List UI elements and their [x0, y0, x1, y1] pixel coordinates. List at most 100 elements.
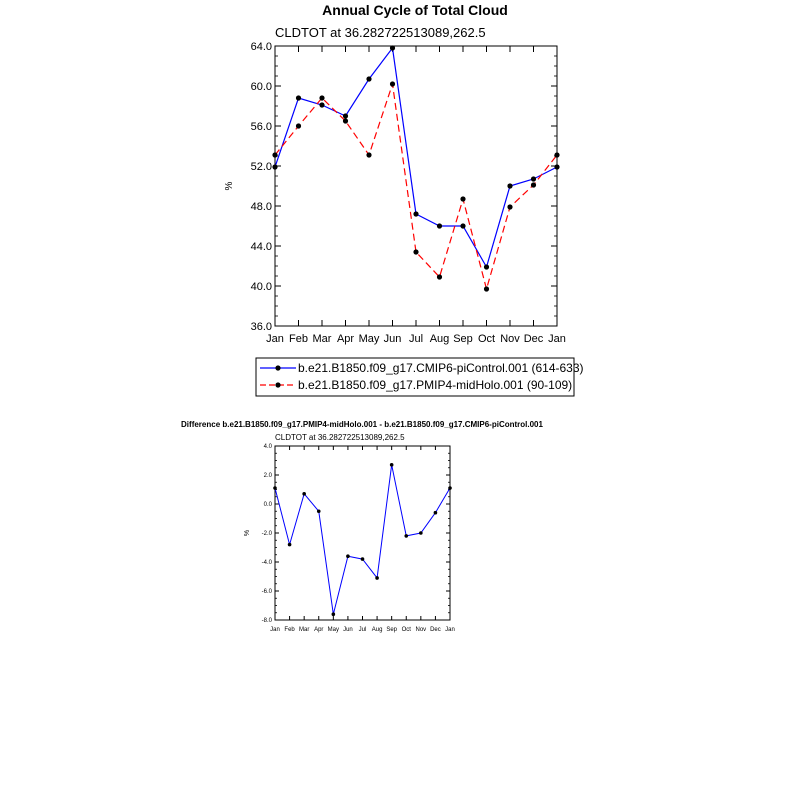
- main-chart-ylabel: %: [224, 181, 235, 190]
- main-chart-series-0-point: [483, 264, 490, 270]
- diff-chart-xtick-label: Apr: [314, 627, 323, 633]
- main-chart-series-1-point: [366, 152, 372, 158]
- diff-chart-ytick-label: 2.0: [264, 473, 273, 479]
- diff-chart-series-0-point: [302, 492, 306, 496]
- legend-box: [255, 357, 575, 397]
- diff-chart-ytick-label: -4.0: [262, 560, 273, 566]
- main-chart-series-1-point: [436, 274, 443, 280]
- diff-chart-ytick-label: -6.0: [262, 589, 273, 595]
- main-chart-series-0-point: [342, 113, 349, 119]
- main-chart-xtick-label: Aug: [430, 333, 450, 345]
- main-chart-ytick-label: 60.0: [251, 81, 272, 93]
- diff-chart-series-0-point: [448, 486, 452, 490]
- diff-chart-subtitle: CLDTOT at 36.282722513089,262.5: [275, 433, 405, 442]
- main-chart-xtick-label: Mar: [313, 333, 332, 345]
- legend: b.e21.B1850.f09_g17.CMIP6-piControl.001 …: [255, 357, 584, 397]
- main-chart-series-0-point: [554, 164, 560, 170]
- diff-chart-series-0-point: [346, 554, 350, 558]
- diff-chart-ylabel: %: [244, 530, 251, 536]
- diff-chart-ytick-label: -8.0: [262, 618, 273, 624]
- diff-chart-xtick-label: Sep: [386, 627, 397, 633]
- main-chart-series-1-point: [272, 152, 278, 158]
- diff-chart-frame: [274, 445, 451, 621]
- main-chart-series-1-point: [413, 249, 419, 255]
- diff-chart-series-0-point: [389, 463, 394, 467]
- diff-chart-ytick-label: -2.0: [262, 531, 273, 537]
- main-chart-series-1-point: [460, 196, 466, 202]
- diff-chart-xtick-label: Feb: [284, 627, 295, 633]
- main-chart-ytick-label: 56.0: [251, 121, 272, 133]
- main-chart-xtick-label: Dec: [524, 333, 544, 345]
- main-chart-series-1-point: [389, 81, 396, 87]
- diff-chart-series-0-point: [316, 509, 321, 514]
- diff-chart-series-0-point: [287, 542, 292, 547]
- main-chart-series-0-point: [295, 95, 302, 101]
- diff-chart-xtick-label: Jan: [445, 627, 455, 633]
- diff-chart-xtick-label: Mar: [299, 627, 309, 633]
- diff-chart-xtick-label: Dec: [430, 627, 441, 633]
- main-chart-series-1-point: [342, 118, 349, 124]
- main-chart-series-0-point: [460, 223, 466, 229]
- main-chart-xtick-label: Sep: [453, 333, 473, 345]
- diff-chart-title: Difference b.e21.B1850.f09_g17.PMIP4-mid…: [181, 420, 543, 429]
- diff-chart-ytick-label: 4.0: [264, 444, 273, 450]
- diff-chart-xtick-label: Jul: [359, 627, 367, 633]
- diff-chart-series-0-point: [419, 531, 423, 535]
- main-chart-series-0-point: [436, 223, 443, 229]
- main-chart-subtitle: CLDTOT at 36.282722513089,262.5: [275, 25, 486, 40]
- diff-chart-series-0-point: [273, 486, 277, 490]
- diff-chart-ytick-label: 0.0: [264, 502, 273, 508]
- main-chart-series-0-point: [507, 183, 513, 189]
- main-chart-series-0-point: [319, 102, 325, 108]
- diff-plot-area: -8.0 -6.0 -4.0 -2.0 0.0 2.0 4.0 Jan Feb Mar Apr May…: [262, 444, 455, 633]
- diff-chart-xtick-label: Jun: [343, 627, 353, 633]
- main-chart-series-1-point: [507, 204, 513, 210]
- main-chart-xtick-label: Apr: [337, 333, 354, 345]
- diff-chart-xtick-label: May: [328, 627, 339, 633]
- main-chart-xtick-label: Jun: [384, 333, 402, 345]
- legend-label-midholo: b.e21.B1850.f09_g17.PMIP4-midHolo.001 (9…: [298, 378, 572, 392]
- main-chart-ytick-label: 52.0: [251, 161, 272, 173]
- legend-marker-picontrol: [275, 365, 281, 371]
- diff-chart-series-line-0: [274, 464, 451, 615]
- main-chart-title: Annual Cycle of Total Cloud: [322, 2, 508, 18]
- main-chart-series-1-point: [530, 182, 537, 188]
- main-chart-series-0-point: [413, 211, 419, 217]
- main-chart-series-line-0: [274, 46, 558, 269]
- diff-chart-series-0-point: [433, 510, 438, 515]
- main-chart-xtick-label: Oct: [478, 333, 495, 345]
- main-plot-area: 36.0 40.0 44.0 48.0 52.0 56.0 60.0 64.0 Jan Feb Ma…: [251, 41, 566, 345]
- legend-marker-midholo: [275, 382, 281, 388]
- main-chart-xtick-label: Jan: [266, 333, 284, 345]
- legend-label-picontrol: b.e21.B1850.f09_g17.CMIP6-piControl.001 …: [298, 361, 584, 375]
- diff-chart-series-0-point: [360, 557, 365, 561]
- main-chart-series-1-point: [295, 123, 302, 129]
- main-chart-series-0-point: [389, 45, 396, 51]
- diff-chart-xtick-label: Oct: [402, 627, 412, 633]
- main-chart-ytick-label: 36.0: [251, 321, 272, 333]
- main-chart-series-line-1: [274, 83, 558, 292]
- diff-chart-series-0-point: [331, 612, 336, 616]
- main-chart-xtick-label: Nov: [500, 333, 520, 345]
- diff-chart-series-0-point: [375, 576, 379, 580]
- main-chart-series-0-point: [366, 76, 372, 82]
- main-chart-frame: [274, 45, 558, 327]
- main-chart-series-1-point: [483, 286, 490, 292]
- diff-chart-xtick-label: Nov: [415, 627, 426, 633]
- main-chart-ytick-label: 40.0: [251, 281, 272, 293]
- diff-chart-xtick-label: Aug: [372, 627, 383, 633]
- diff-chart-series-0-point: [404, 534, 409, 538]
- main-chart-series-0-point: [530, 176, 537, 182]
- main-chart-xtick-label: Jul: [409, 333, 423, 345]
- main-chart-xtick-label: Feb: [289, 333, 308, 345]
- main-chart-series-1-point: [554, 152, 560, 158]
- main-chart-ytick-label: 44.0: [251, 241, 272, 253]
- main-chart-xtick-label: May: [359, 333, 380, 345]
- diff-chart-xtick-label: Jan: [270, 627, 280, 633]
- main-chart-series-0-point: [272, 164, 278, 170]
- main-chart-series-1-point: [319, 95, 325, 101]
- main-chart-ytick-label: 48.0: [251, 201, 272, 213]
- main-chart-ytick-label: 64.0: [251, 41, 272, 53]
- main-chart-xtick-label: Jan: [548, 333, 566, 345]
